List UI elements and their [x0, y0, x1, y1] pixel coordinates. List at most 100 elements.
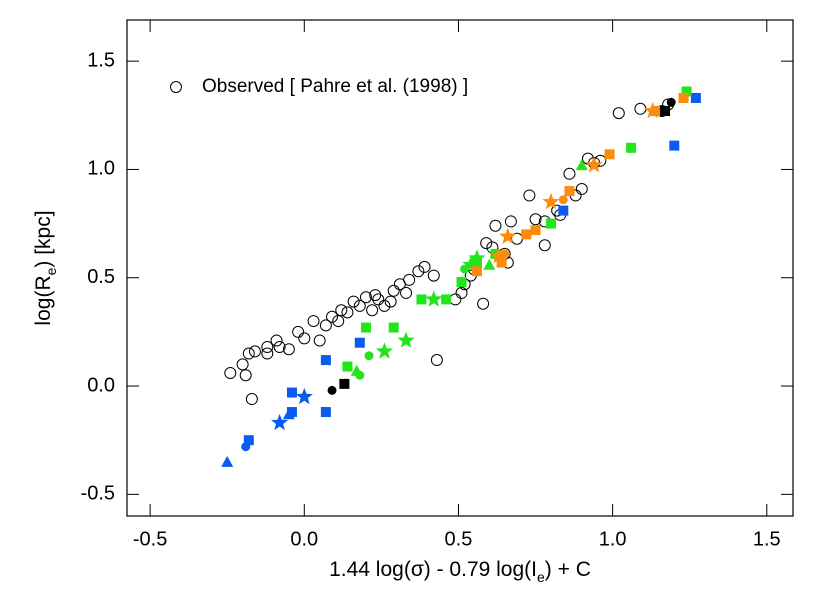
- x-tick-label: 1.5: [753, 528, 781, 550]
- triangle-marker: [483, 258, 496, 270]
- circle-marker: [319, 319, 332, 332]
- square-marker: [690, 92, 701, 103]
- circle-marker: [292, 325, 305, 338]
- square-marker: [669, 140, 680, 151]
- label-part: ) [kpc]: [32, 210, 55, 267]
- circle-marker: [489, 219, 502, 232]
- circle-marker: [523, 189, 536, 202]
- star-marker: [644, 102, 662, 119]
- square-marker: [320, 407, 331, 418]
- circle-marker: [418, 260, 431, 273]
- circle-marker: [261, 341, 274, 354]
- square-marker: [496, 257, 507, 268]
- star-marker: [468, 249, 486, 266]
- y-tick-label: 1.5: [87, 49, 115, 71]
- circle-marker: [634, 102, 647, 115]
- star-marker: [490, 247, 508, 264]
- circle-marker: [575, 182, 588, 195]
- circle-marker: [412, 265, 425, 278]
- square-marker: [243, 435, 254, 446]
- square-marker: [681, 86, 692, 97]
- circle-marker: [347, 295, 360, 308]
- circle-marker: [261, 347, 274, 360]
- circle-marker: [477, 297, 490, 310]
- star-marker: [542, 192, 560, 210]
- circle-marker: [282, 343, 295, 356]
- label-part: log(R: [32, 275, 55, 325]
- circle-marker: [298, 332, 311, 345]
- square-marker: [354, 337, 365, 348]
- circle-marker: [170, 81, 182, 93]
- legend-text: Observed [ Pahre et al. (1998) ]: [202, 76, 468, 97]
- star-marker: [425, 290, 443, 307]
- square-marker: [660, 105, 671, 116]
- circle-marker: [460, 264, 470, 274]
- circle-marker: [236, 358, 249, 371]
- star-marker: [375, 342, 393, 359]
- square-marker: [604, 149, 615, 160]
- circle-marker: [241, 442, 251, 452]
- square-marker: [521, 229, 532, 240]
- circle-marker: [335, 304, 348, 317]
- y-tick-label: -0.5: [81, 483, 115, 505]
- circle-marker: [239, 369, 252, 382]
- circle-marker: [504, 215, 517, 228]
- circle-marker: [248, 345, 261, 358]
- circle-marker: [341, 306, 354, 319]
- circle-marker: [369, 289, 382, 302]
- y-axis-label: log(Re) [kpc]: [32, 210, 59, 325]
- circle-marker: [245, 393, 258, 406]
- star-marker: [271, 413, 289, 431]
- circle-marker: [403, 273, 416, 286]
- triangle-marker: [575, 159, 588, 171]
- circle-marker: [242, 347, 255, 360]
- square-marker: [626, 142, 637, 153]
- triangle-marker: [282, 408, 295, 420]
- circle-marker: [558, 195, 568, 205]
- circle-marker: [480, 237, 493, 250]
- square-marker: [558, 205, 569, 216]
- y-tick-label: 0.0: [87, 374, 115, 396]
- circle-marker: [529, 213, 542, 226]
- circle-marker: [224, 367, 237, 380]
- star-marker: [295, 387, 313, 405]
- square-marker: [339, 378, 350, 389]
- circle-marker: [384, 295, 397, 308]
- x-tick-label: 0.0: [290, 528, 318, 550]
- circle-marker: [427, 269, 440, 282]
- circle-marker: [270, 334, 283, 347]
- circle-marker: [430, 354, 443, 367]
- plot-frame: [126, 19, 794, 517]
- circle-marker: [378, 299, 391, 312]
- circle-marker: [449, 293, 462, 306]
- circle-marker: [538, 239, 551, 252]
- circle-marker: [372, 293, 385, 306]
- circle-marker: [364, 351, 374, 361]
- label-part: ) + C: [545, 558, 591, 581]
- square-marker: [360, 322, 371, 333]
- x-tick-label: 0.5: [445, 528, 473, 550]
- square-marker: [286, 387, 297, 398]
- square-marker: [388, 322, 399, 333]
- triangle-marker: [350, 364, 363, 376]
- square-marker: [471, 266, 482, 277]
- square-marker: [441, 294, 452, 305]
- circle-marker: [313, 334, 326, 347]
- x-tick-label: 1.0: [599, 528, 627, 550]
- square-marker: [456, 277, 467, 288]
- square-marker: [545, 218, 556, 229]
- circle-marker: [563, 167, 576, 180]
- label-part: e: [43, 267, 59, 275]
- circle-marker: [327, 385, 337, 395]
- circle-marker: [332, 315, 345, 328]
- circle-marker: [366, 304, 379, 317]
- circle-marker: [455, 286, 468, 299]
- circle-marker: [307, 315, 320, 328]
- circle-marker: [612, 107, 625, 120]
- square-marker: [416, 294, 427, 305]
- star-marker: [585, 156, 603, 173]
- x-tick-label: -0.5: [133, 528, 167, 550]
- circle-marker: [387, 284, 400, 297]
- circle-marker: [359, 291, 372, 304]
